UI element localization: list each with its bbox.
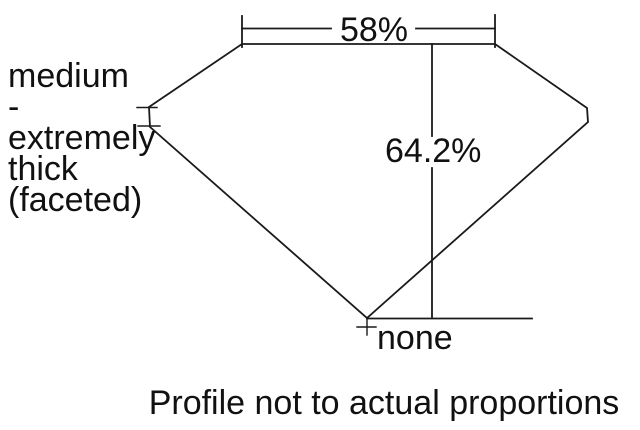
culet-label: none: [377, 319, 453, 357]
depth-percent-label: 64.2%: [385, 132, 482, 170]
girdle-thickness-label: medium - extremely thick (faceted): [8, 57, 156, 219]
culet-plus-marker: [356, 318, 377, 336]
girdle-label-line-5: (faceted): [8, 181, 143, 219]
diamond-outline: [148, 43, 589, 320]
girdle-label-line-4: thick: [8, 150, 78, 188]
girdle-label-line-3: extremely: [8, 119, 156, 157]
girdle-tick-markers: [136, 106, 161, 127]
table-percent-label: 58%: [339, 11, 409, 49]
table-width-dimension: [241, 14, 496, 48]
girdle-label-line-1: medium: [8, 57, 129, 95]
proportions-footnote: Profile not to actual proportions: [148, 384, 620, 422]
girdle-label-line-2: -: [8, 88, 20, 126]
